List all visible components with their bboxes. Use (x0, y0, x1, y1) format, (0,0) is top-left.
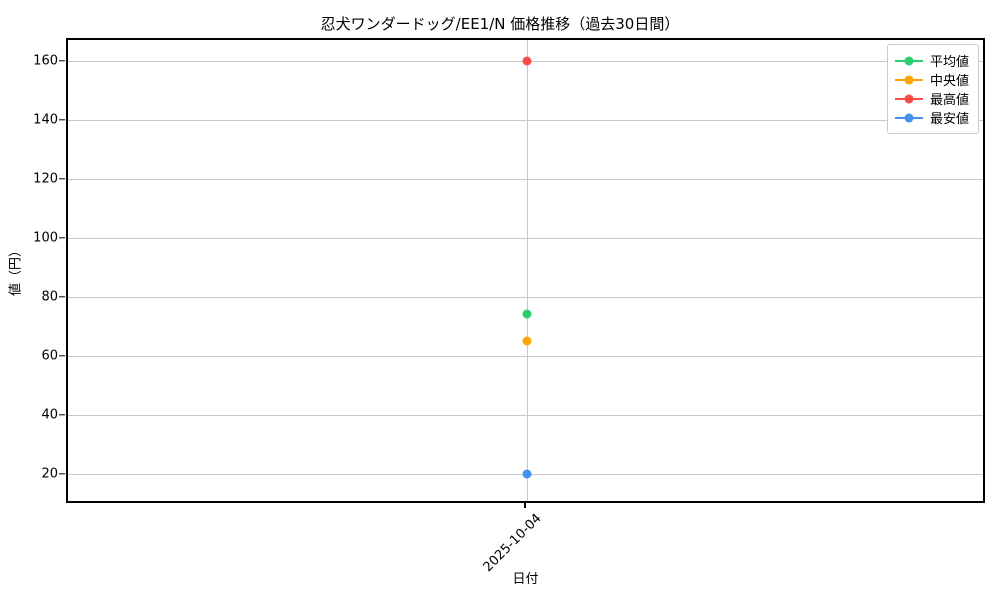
y-tick-mark (59, 296, 65, 298)
x-axis-label: 日付 (512, 572, 539, 587)
data-point-中央値 (522, 336, 532, 346)
y-tick-mark (59, 59, 65, 62)
y-tick-mark (59, 237, 65, 239)
y-tick-label: 160 (33, 53, 58, 69)
y-tick-label: 120 (33, 171, 58, 187)
legend-marker-icon (894, 94, 923, 103)
legend-marker-icon (894, 113, 923, 122)
y-tick-mark (59, 178, 65, 180)
data-point-平均値 (522, 309, 532, 319)
y-tick-label: 60 (41, 348, 58, 364)
y-tick-label: 40 (41, 407, 58, 423)
y-axis-tick-marks (59, 40, 66, 501)
y-tick-label: 20 (41, 466, 58, 482)
legend-item: 平均値 (894, 51, 969, 70)
legend: 平均値中央値最高値最安値 (886, 44, 979, 134)
legend-marker-icon (894, 56, 923, 65)
legend-label: 最安値 (929, 112, 969, 127)
y-tick-label: 140 (33, 112, 58, 128)
y-tick-mark (59, 355, 65, 357)
h-gridline (68, 119, 983, 121)
h-gridline (68, 178, 983, 180)
legend-item: 中央値 (894, 70, 969, 89)
h-gridline (68, 237, 983, 239)
data-point-最安値 (522, 469, 532, 479)
legend-label: 中央値 (929, 74, 969, 89)
legend-label: 最高値 (929, 93, 969, 108)
y-axis-tick-labels: 20 40 60 80 100 120 140 160 (0, 40, 58, 501)
chart-title: 忍犬ワンダードッグ/EE1/N 価格推移（過去30日間） (320, 15, 680, 33)
v-gridline (526, 40, 528, 501)
y-tick-mark (59, 473, 65, 475)
h-gridline (68, 414, 983, 416)
h-gridline (68, 296, 983, 298)
data-point-最高値 (522, 56, 532, 66)
x-axis-tick-mark (524, 503, 526, 508)
y-tick-label: 100 (33, 230, 58, 246)
plot-area: 平均値中央値最高値最安値 (66, 38, 985, 503)
h-gridline (68, 355, 983, 357)
y-tick-label: 80 (41, 289, 58, 305)
y-tick-mark (59, 414, 65, 416)
legend-item: 最安値 (894, 108, 969, 127)
legend-label: 平均値 (929, 55, 969, 70)
legend-item: 最高値 (894, 89, 969, 108)
legend-marker-icon (894, 75, 923, 84)
y-tick-mark (59, 118, 65, 121)
